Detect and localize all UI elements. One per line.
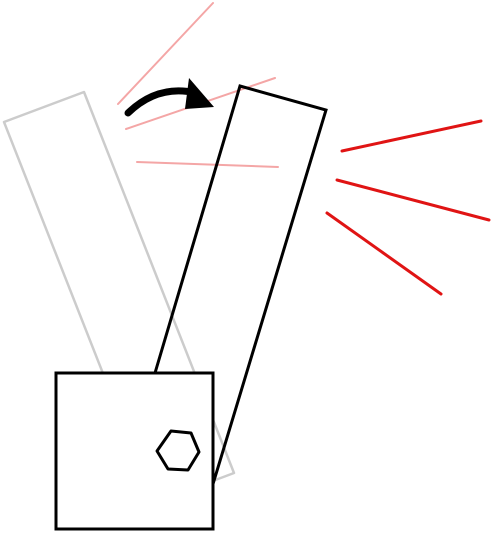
motion-line-3 <box>136 161 279 168</box>
impact-line-2 <box>335 178 491 222</box>
active-arm <box>153 84 328 485</box>
impact-line-3 <box>325 211 443 296</box>
rotation-arrow-icon <box>124 78 214 117</box>
motion-line-1 <box>117 2 214 105</box>
rotation-arrowhead <box>185 78 214 109</box>
impact-lines <box>325 119 491 296</box>
pivot-hexagon-icon <box>155 429 201 472</box>
impact-line-1 <box>340 119 483 153</box>
